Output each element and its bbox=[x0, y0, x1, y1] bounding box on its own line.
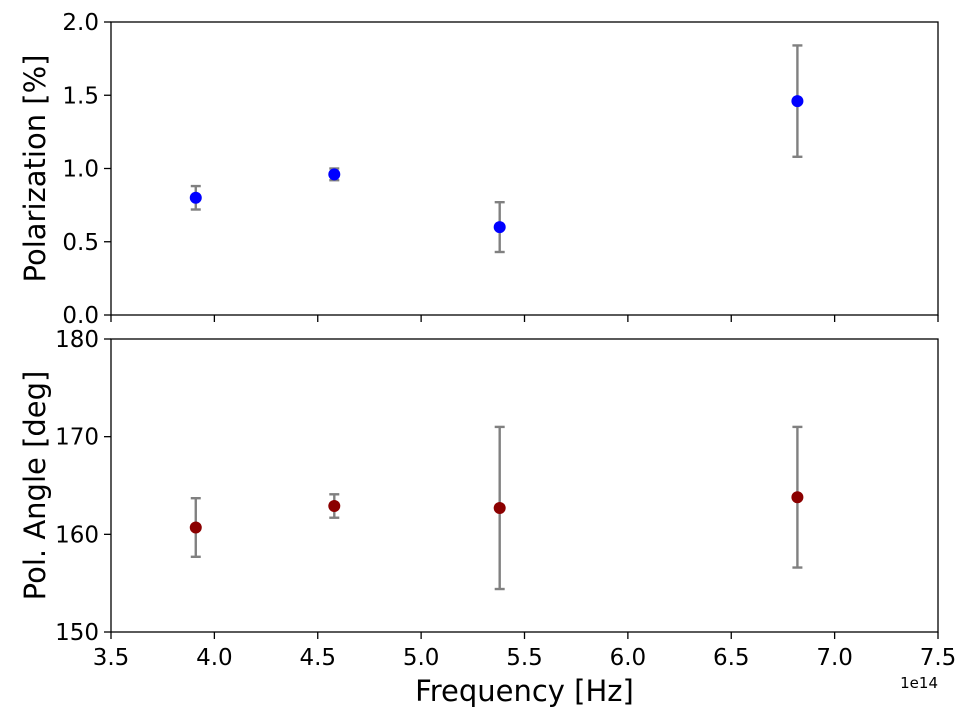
angle-x-tick-label: 5.5 bbox=[506, 645, 543, 671]
x-axis-label: Frequency [Hz] bbox=[415, 674, 634, 708]
angle-x-tick-label: 3.5 bbox=[93, 645, 130, 671]
angle-marks bbox=[189, 425, 804, 591]
x-axis-offset-label: 1e14 bbox=[900, 674, 938, 692]
angle-x-tick-label: 4.0 bbox=[196, 645, 233, 671]
polarization-data-point bbox=[791, 95, 804, 108]
angle-y-tick-label: 180 bbox=[55, 327, 99, 353]
angle-data-point bbox=[328, 500, 341, 513]
polarization-data-point bbox=[328, 168, 341, 181]
polarization-y-tick-label: 0.5 bbox=[62, 230, 99, 256]
polarization-y-tick-label: 0.0 bbox=[62, 303, 99, 329]
angle-x-tick-label: 6.5 bbox=[713, 645, 750, 671]
angle-data-point bbox=[189, 521, 202, 534]
angle-ticks: 3.5 4.0 4.5 5.0 5.5 6.0 6.5 7.0 7.5 150 160 170 180 bbox=[55, 327, 956, 671]
polarization-marks bbox=[189, 44, 804, 254]
polarization-panel: 0.0 0.5 1.0 1.5 2.0 Polarization [%] bbox=[18, 10, 939, 329]
angle-y-tick-label: 150 bbox=[55, 620, 99, 646]
polarization-y-tick-label: 1.5 bbox=[62, 83, 99, 109]
angle-x-tick-label: 7.5 bbox=[920, 645, 957, 671]
angle-panel: 3.5 4.0 4.5 5.0 5.5 6.0 6.5 7.0 7.5150160170180 … bbox=[18, 327, 956, 708]
angle-x-tick-label: 7.0 bbox=[816, 645, 853, 671]
angle-x-tick-label: 6.0 bbox=[610, 645, 647, 671]
polarization-y-axis-label: Polarization [%] bbox=[18, 55, 52, 283]
polarization-ticks: 0.0 0.5 1.0 1.5 2.0 bbox=[62, 10, 939, 329]
angle-x-tick-label: 5.0 bbox=[403, 645, 440, 671]
angle-y-tick-label: 160 bbox=[55, 522, 99, 548]
angle-data-point bbox=[791, 491, 804, 504]
polarization-y-tick-label: 2.0 bbox=[62, 10, 99, 36]
angle-y-axis-label: Pol. Angle [deg] bbox=[18, 371, 52, 601]
angle-data-point bbox=[493, 501, 506, 514]
angle-y-tick-label: 170 bbox=[55, 425, 99, 451]
polarization-y-tick-label: 1.0 bbox=[62, 157, 99, 183]
polarization-data-point bbox=[189, 191, 202, 204]
polarization-data-point bbox=[493, 221, 506, 234]
angle-x-tick-label: 4.5 bbox=[299, 645, 336, 671]
